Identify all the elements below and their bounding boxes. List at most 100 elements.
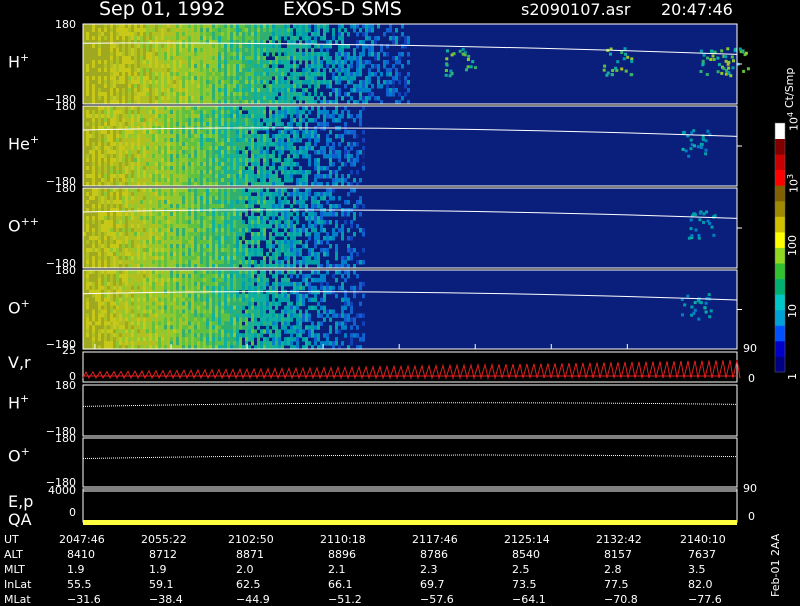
heatmap-cell [170,56,173,61]
heatmap-cell [179,96,182,101]
heatmap-cell [215,118,218,123]
heatmap-cell [92,174,95,179]
heatmap-cell [347,110,350,115]
heatmap-cell [158,84,161,89]
heatmap-cell [323,52,326,57]
heatmap-cell [266,188,269,193]
heatmap-cell [191,146,194,151]
heatmap-cell [182,220,185,225]
heatmap-cell [275,76,278,81]
heatmap-cell [254,36,257,41]
heatmap-cell [281,260,284,265]
heatmap-cell [110,174,113,179]
heatmap-cell [332,236,335,241]
heatmap-cell [284,196,287,201]
heatmap-cell [335,212,338,217]
heatmap-cell [263,232,266,237]
heatmap-cell [371,48,374,53]
heatmap-cell [251,96,254,101]
heatmap-cell [263,134,266,139]
heatmap-cell [167,244,170,249]
heatmap-cell [155,72,158,77]
heatmap-cell [92,56,95,61]
heatmap-cell [89,60,92,65]
heatmap-cell [167,110,170,115]
heatmap-cell [116,212,119,217]
heatmap-cell [128,260,131,265]
heatmap-cell [284,84,287,89]
heatmap-cell [332,142,335,147]
heatmap-cell [359,72,362,77]
heatmap-cell [227,110,230,115]
heatmap-cell [104,110,107,115]
heatmap-cell [146,92,149,97]
heatmap-cell [188,114,191,119]
heatmap-cell [191,76,194,81]
heatmap-cell [149,36,152,41]
heatmap-cell [368,72,371,77]
heatmap-cell [230,248,233,253]
heatmap-cell [200,130,203,135]
heatmap-cell [137,64,140,69]
heatmap-cell [188,248,191,253]
heatmap-cell [197,106,200,111]
heatmap-cell [209,260,212,265]
heatmap-cell [125,44,128,49]
heatmap-cell [125,150,128,155]
heatmap-cell [164,96,167,101]
heatmap-cell [233,138,236,143]
heatmap-cell [194,256,197,261]
heatmap-cell [131,178,134,183]
heatmap-cell [185,134,188,139]
heatmap-cell [221,76,224,81]
heatmap-cell [353,52,356,57]
heatmap-cell [197,92,200,97]
heatmap-cell [167,32,170,37]
heatmap-cell [152,142,155,147]
heatmap-cell [299,138,302,143]
heatmap-cell [215,162,218,167]
heatmap-cell [284,72,287,77]
heatmap-cell [320,64,323,69]
heatmap-cell [110,200,113,205]
heatmap-cell [272,88,275,93]
heatmap-cell [254,150,257,155]
heatmap-cell [125,142,128,147]
heatmap-cell [104,56,107,61]
heatmap-cell [134,134,137,139]
heatmap-cell [122,256,125,261]
heatmap-cell [152,68,155,73]
heatmap-cell [206,166,209,171]
heatmap-cell [182,122,185,127]
heatmap-cell [395,36,398,41]
heatmap-cell [149,96,152,101]
heatmap-cell [251,134,254,139]
heatmap-cell [407,72,410,77]
heatmap-cell [404,80,407,85]
heatmap-cell [269,44,272,49]
heatmap-cell [128,188,131,193]
heatmap-cell [134,162,137,167]
heatmap-cell [212,236,215,241]
heatmap-cell [323,96,326,101]
heatmap-cell [251,142,254,147]
heatmap-cell [188,142,191,147]
heatmap-cell [137,188,140,193]
heatmap-cell [116,36,119,41]
heatmap-cell [164,138,167,143]
heatmap-cell [176,162,179,167]
heatmap-cell [329,80,332,85]
heatmap-cell [323,32,326,37]
heatmap-cell [254,178,257,183]
heatmap-cell [104,52,107,57]
heatmap-cell [296,80,299,85]
heatmap-cell [332,146,335,151]
heatmap-cell [197,48,200,53]
heatmap-cell [293,240,296,245]
heatmap-cell [266,68,269,73]
heatmap-cell [239,72,242,77]
heatmap-patch-cell [731,56,734,59]
heatmap-cell [302,36,305,41]
heatmap-cell [170,72,173,77]
heatmap-cell [194,142,197,147]
